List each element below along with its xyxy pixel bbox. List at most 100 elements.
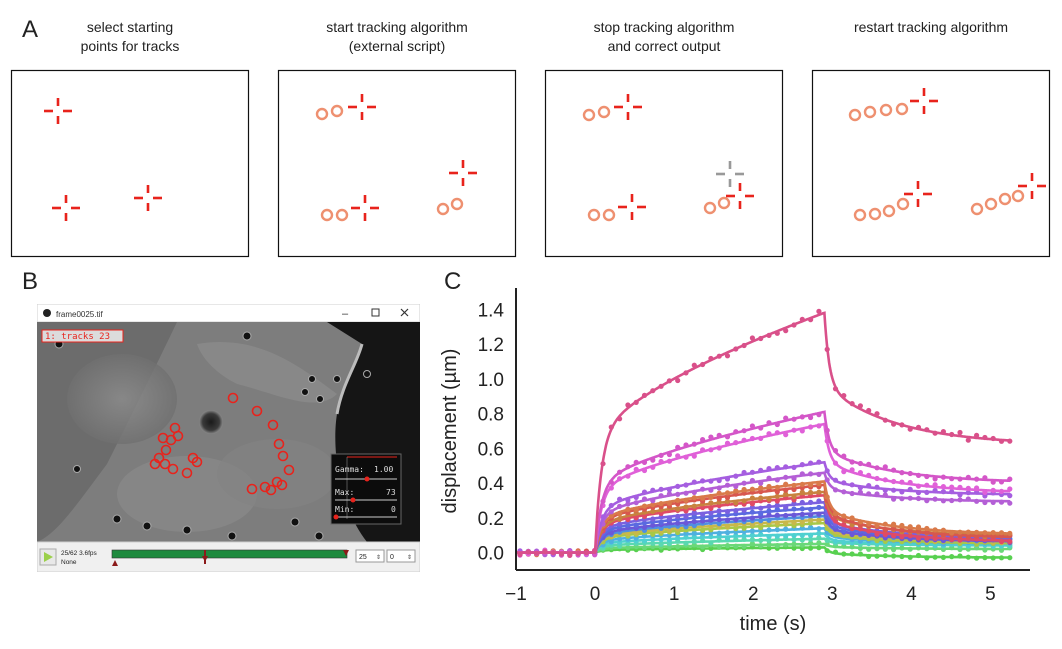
step-frame-4 <box>811 69 1051 258</box>
y-tick-label: 0.8 <box>478 405 504 426</box>
close-icon[interactable] <box>400 308 409 317</box>
data-point <box>816 308 822 314</box>
minimize-icon[interactable]: – <box>342 308 349 320</box>
x-tick-label: 2 <box>748 584 759 605</box>
track-point <box>998 192 1012 206</box>
min-label: Min: <box>335 505 354 514</box>
step-frames <box>10 69 1051 258</box>
track-point <box>984 197 998 211</box>
app-icon <box>43 309 51 317</box>
y-tick-label: 0.4 <box>478 474 505 495</box>
step-4-line1: restart tracking algorithm <box>853 19 1009 35</box>
track-point <box>335 208 349 222</box>
play-icon <box>44 552 53 562</box>
tracked-points <box>149 392 295 496</box>
track-point <box>895 102 909 116</box>
track-point <box>848 108 862 122</box>
step-1-line1: select starting <box>86 19 174 35</box>
data-point <box>567 552 573 558</box>
fit-curve <box>516 311 1011 554</box>
track-point <box>853 208 867 222</box>
x-tick-label: 1 <box>669 584 680 605</box>
window-title: frame0025.tif <box>56 310 103 319</box>
min-slider-handle[interactable] <box>333 514 339 520</box>
spin-arrows-icon[interactable]: ⇕ <box>407 554 412 561</box>
track-point <box>879 103 893 117</box>
channel-spinbox-value: 0 <box>390 554 394 561</box>
y-tick-label: 0.2 <box>478 509 504 530</box>
microscope-image[interactable]: 1: tracks 23 Gamma: 1.00 Max: 73 Min: 0 <box>37 322 420 542</box>
gamma-value: 1.00 <box>374 465 393 474</box>
data-point <box>724 353 731 359</box>
track-point <box>597 105 611 119</box>
max-value: 73 <box>386 488 396 497</box>
y-tick-label: 0.0 <box>478 544 504 565</box>
x-tick-label: 0 <box>590 584 601 605</box>
data-point <box>957 429 963 436</box>
x-tick-label: 5 <box>985 584 996 605</box>
chart-series <box>516 308 1013 561</box>
fit-curve <box>516 410 1011 554</box>
step-caption-4: restart tracking algorithm <box>811 18 1051 37</box>
step-3-line2: and correct output <box>607 38 721 54</box>
x-tick-label: −1 <box>505 584 527 605</box>
step-frame-1 <box>10 69 250 258</box>
track-point <box>882 204 896 218</box>
frame-spinbox-value: 25 <box>359 554 367 561</box>
track-point <box>315 107 329 121</box>
x-axis-label: time (s) <box>740 613 807 635</box>
x-tick-label: 4 <box>906 584 917 605</box>
frame-slider[interactable] <box>111 549 348 559</box>
maximize-icon[interactable] <box>371 308 380 317</box>
panel-label-b: B <box>22 268 39 295</box>
step-caption-2: start tracking algorithm (external scrip… <box>277 18 517 56</box>
track-point <box>868 207 882 221</box>
track-point <box>587 208 601 222</box>
step-1-line2: points for tracks <box>80 38 180 54</box>
step-caption-3: stop tracking algorithm and correct outp… <box>544 18 784 56</box>
frame-spinbox[interactable] <box>355 549 385 563</box>
cell-nucleus <box>199 410 223 434</box>
gamma-slider-handle[interactable] <box>364 476 370 482</box>
y-tick-label: 1.4 <box>478 300 505 321</box>
frame-slider-handle[interactable] <box>202 556 208 562</box>
displacement-chart: −1 0 1 2 3 4 5 0.0 0.2 0.4 0.6 0.8 1.0 1.2 1.4 time (s)… <box>439 288 1030 635</box>
step-caption-1: select starting points for tracks <box>10 18 250 56</box>
max-slider-handle[interactable] <box>350 497 356 503</box>
data-point <box>965 437 971 443</box>
overlay-label: 1: tracks 23 <box>45 332 110 342</box>
panel-label-c: C <box>444 268 462 295</box>
y-tick-label: 1.0 <box>478 370 504 391</box>
panel-label-a: A <box>22 16 39 43</box>
track-point <box>602 208 616 222</box>
chart-axes: −1 0 1 2 3 4 5 0.0 0.2 0.4 0.6 0.8 1.0 1.2 1.4 time (s)… <box>439 288 1030 635</box>
track-point <box>703 201 717 215</box>
y-tick-label: 1.2 <box>478 335 504 356</box>
y-axis-label: displacement (µm) <box>439 349 461 514</box>
spin-arrows-icon[interactable]: ⇕ <box>376 554 381 561</box>
track-point <box>863 105 877 119</box>
track-point <box>970 202 984 216</box>
image-viewer-window[interactable]: frame0025.tif – <box>37 304 420 572</box>
y-tick-label: 0.6 <box>478 439 504 460</box>
min-value: 0 <box>391 505 396 514</box>
frame-annotation: None <box>61 559 77 566</box>
step-frame-3 <box>544 69 784 258</box>
track-point <box>582 108 596 122</box>
step-2-line1: start tracking algorithm <box>326 19 468 35</box>
track-point <box>1011 189 1025 203</box>
data-point <box>675 377 681 384</box>
track-point <box>896 197 910 211</box>
track-point <box>320 208 334 222</box>
frame-status: 25/62 3.6fps <box>61 550 98 557</box>
track-point <box>436 202 450 216</box>
data-point <box>749 335 755 341</box>
step-2-line2: (external script) <box>348 38 446 54</box>
max-label: Max: <box>335 488 354 497</box>
track-point <box>450 197 464 211</box>
gamma-label: Gamma: <box>335 465 364 474</box>
channel-spinbox[interactable] <box>386 549 416 563</box>
track-point <box>330 104 344 118</box>
step-frame-2 <box>277 69 517 258</box>
contrast-widget[interactable]: Gamma: 1.00 Max: 73 Min: 0 <box>330 453 402 525</box>
